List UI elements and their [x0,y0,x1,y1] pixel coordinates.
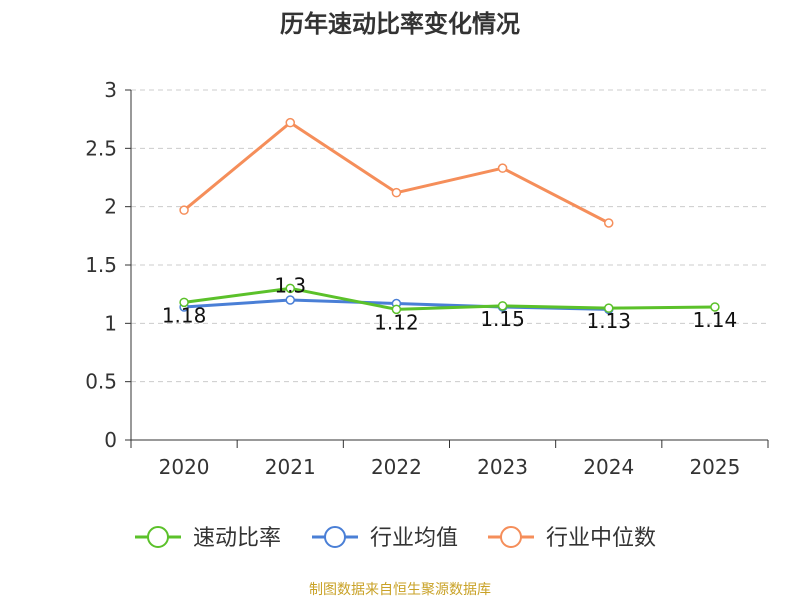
data-label: 1.13 [586,309,631,333]
y-tick-label: 0.5 [85,370,117,394]
y-tick-label: 2.5 [85,136,117,160]
data-point[interactable] [285,295,295,305]
legend-marker [324,526,346,548]
data-point[interactable] [285,117,295,128]
chart-title: 历年速动比率变化情况 [280,10,520,38]
series-line [183,121,610,225]
legend-item-1[interactable]: 行业均值 [312,526,458,551]
x-tick-label: 2020 [159,455,210,479]
x-tick-label: 2021 [265,455,316,479]
series-line [183,286,715,311]
data-point[interactable] [604,218,614,228]
series-2 [179,117,614,228]
y-tick-label: 3 [104,78,117,102]
axes: 0 0.5 1 1.5 2 2.5 3 2020 2021 2022 2023 2024 2025 [85,78,769,479]
data-label: 1.14 [693,308,738,332]
x-tick-label: 2024 [583,455,634,479]
data-point[interactable] [497,301,508,311]
x-tick-label: 2025 [689,455,740,479]
data-label: 1.18 [162,303,207,327]
y-tick-label: 2 [104,195,117,219]
y-tick-label: 1 [104,311,117,335]
legend-marker [147,526,169,548]
legend-label: 行业均值 [370,526,458,551]
data-label: 1.3 [274,273,306,297]
x-tick-label: 2022 [371,455,422,479]
legend-item-0[interactable]: 速动比率 [135,526,281,551]
legend-marker [500,526,522,548]
grid [131,89,768,383]
data-point[interactable] [497,163,508,173]
data-point[interactable] [179,205,189,215]
legend-label: 行业中位数 [546,526,656,551]
data-point[interactable] [285,283,295,294]
data-label: 1.15 [480,307,525,331]
data-point[interactable] [604,303,614,313]
y-tick-label: 1.5 [85,253,117,277]
data-point[interactable] [710,302,720,312]
data-point[interactable] [391,187,402,198]
legend-label: 速动比率 [193,526,281,551]
data-point[interactable] [179,297,189,308]
source-note: 制图数据来自恒生聚源数据库 [309,582,491,598]
data-label: 1.12 [374,310,419,334]
series-0 [179,283,720,315]
legend-item-2[interactable]: 行业中位数 [488,526,656,551]
series-layer [179,117,720,315]
data-point[interactable] [391,304,402,315]
x-tick-label: 2023 [477,455,528,479]
y-tick-label: 0 [104,428,117,452]
data-labels: 1.18 1.3 1.12 1.15 1.13 1.14 [162,273,737,334]
legend[interactable]: 速动比率 行业均值 行业中位数 [135,526,656,551]
